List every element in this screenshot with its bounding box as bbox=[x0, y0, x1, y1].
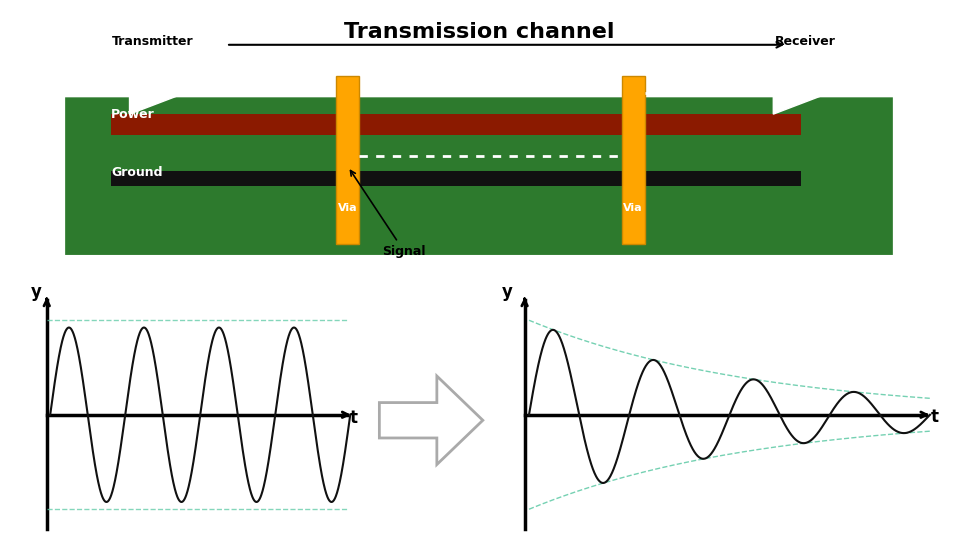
Text: Transmitter: Transmitter bbox=[112, 35, 194, 48]
Polygon shape bbox=[773, 72, 829, 114]
Text: t: t bbox=[350, 409, 357, 427]
Text: Receiver: Receiver bbox=[775, 35, 836, 48]
Bar bbox=[645, 171, 801, 186]
Text: y: y bbox=[31, 283, 42, 301]
Text: Transmission channel: Transmission channel bbox=[344, 22, 614, 42]
Text: t: t bbox=[930, 408, 939, 426]
Polygon shape bbox=[129, 72, 185, 114]
Bar bbox=[359, 171, 622, 186]
Polygon shape bbox=[379, 376, 483, 465]
FancyBboxPatch shape bbox=[65, 97, 893, 255]
Bar bbox=[622, 76, 645, 244]
Text: Power: Power bbox=[111, 108, 155, 121]
Text: Via: Via bbox=[624, 203, 643, 213]
Bar bbox=[111, 114, 336, 135]
Text: y: y bbox=[502, 283, 513, 301]
Bar bbox=[645, 114, 801, 135]
Text: Ground: Ground bbox=[111, 166, 163, 180]
Text: Via: Via bbox=[338, 203, 357, 213]
Text: Signal: Signal bbox=[351, 170, 426, 258]
Bar bbox=[336, 76, 359, 244]
Bar bbox=[359, 114, 622, 135]
Bar bbox=[111, 171, 336, 186]
